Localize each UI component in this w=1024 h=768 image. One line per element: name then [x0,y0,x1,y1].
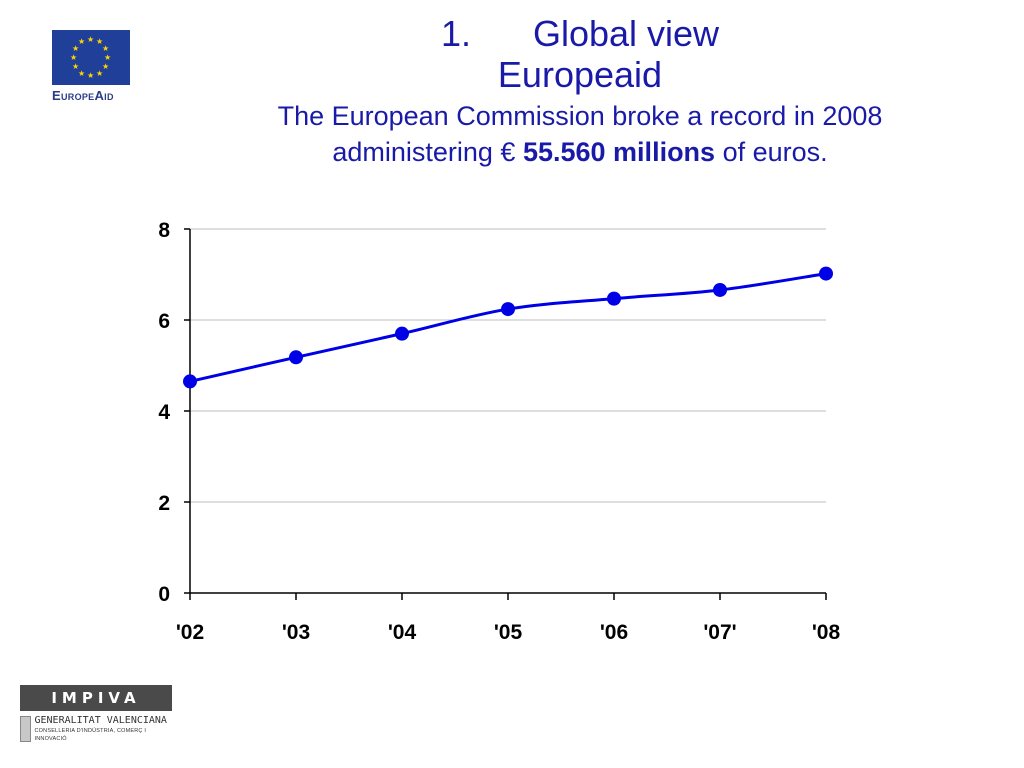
data-point [819,266,833,281]
europeaid-logo: ★ ★ ★ ★ ★ ★ ★ ★ ★ ★ ★ ★ EuropeAid [52,30,132,103]
page-title: Global view [532,13,720,54]
data-point [713,282,727,297]
series-layer [183,266,833,389]
y-tick-label: 8 [158,219,170,242]
series-line [189,272,827,383]
data-point [395,326,409,341]
y-tick-label: 2 [158,492,170,515]
lead-line1: The European Commission broke a record i… [277,101,883,131]
generalitat-name: GENERALITAT VALENCIANA [34,715,167,726]
lead-amount: 55.560 millions [522,137,716,167]
y-tick-label: 4 [158,401,170,424]
data-point [607,291,621,306]
y-tick-label: 6 [158,310,170,333]
lead-line2: administering € [332,137,523,167]
data-point [183,374,197,389]
slide-heading: 1. Global view Europeaid The European Com… [150,14,1010,170]
impiva-wordmark: IMPIVA [20,685,172,711]
generalitat-block: GENERALITAT VALENCIANA CONSELLERIA D'IND… [20,715,172,743]
section-number: 1. [440,13,471,54]
y-tick-label: 0 [158,583,170,606]
lead-line2-end: of euros. [715,137,828,167]
x-tick-label: '06 [600,621,628,644]
data-point [289,350,303,365]
page-subtitle: Europeaid [497,54,663,95]
x-tick-label: '08 [812,621,841,644]
generalitat-shield-icon [20,716,31,742]
x-tick-label: '02 [176,621,204,644]
impiva-logo: IMPIVA GENERALITAT VALENCIANA CONSELLERI… [20,685,172,743]
x-tick-label: '05 [494,621,523,644]
lead-text: The European Commission broke a record i… [150,98,1010,170]
conselleria-name: CONSELLERIA D'INDÚSTRIA, COMERÇ I INNOVA… [34,728,147,742]
x-tick-label: '03 [282,621,310,644]
x-tick-label: '07' [703,621,736,644]
title-line: 1. Global view [150,14,1010,54]
x-tick-label: '04 [388,621,417,644]
label-layer: 0 2 4 6 8 '02 '03 '04 '05 '06 '07' '08 [158,219,840,644]
data-point [501,302,515,317]
eu-flag-icon: ★ ★ ★ ★ ★ ★ ★ ★ ★ ★ ★ ★ [52,30,130,85]
axis-layer [184,228,827,600]
europeaid-wordmark: EuropeAid [52,88,114,103]
grid-layer [190,228,826,503]
